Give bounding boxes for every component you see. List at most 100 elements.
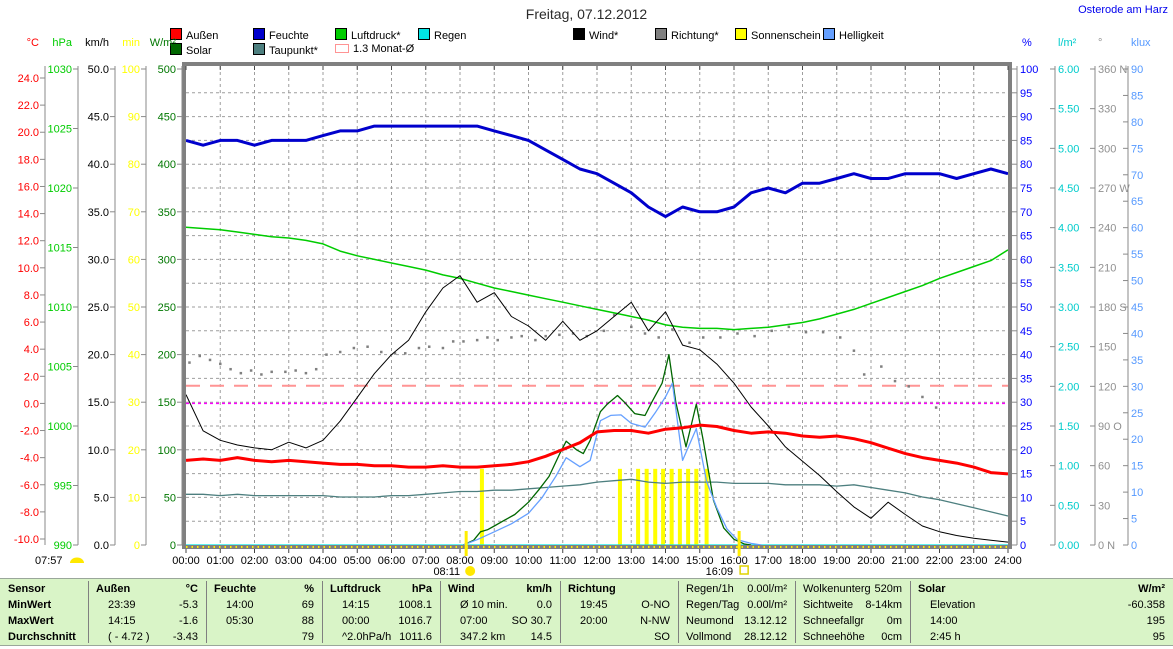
cell-5-3-value: 28.12.12: [744, 631, 787, 643]
svg-text:24:00: 24:00: [994, 555, 1022, 567]
cell-7-1-value: 195: [1146, 615, 1165, 627]
legend-label: Luftdruck*: [351, 30, 401, 42]
unit-wind: km/h: [85, 37, 109, 49]
svg-text:1020: 1020: [48, 183, 72, 195]
svg-text:70: 70: [1020, 207, 1032, 219]
svg-text:65: 65: [1131, 196, 1143, 208]
svg-text:70: 70: [128, 207, 140, 219]
svg-text:20.0: 20.0: [88, 350, 109, 362]
series-helligkeit: [463, 382, 762, 546]
dawn-time: 07:57: [35, 555, 63, 567]
svg-text:350: 350: [158, 207, 176, 219]
legend-swatch-icon: [823, 28, 835, 40]
svg-text:10: 10: [128, 492, 140, 504]
row-label-1: MinWert: [8, 599, 52, 611]
station-name: Osterode am Harz: [1078, 4, 1168, 16]
cell-7-1-time: 14:00: [930, 615, 958, 627]
svg-text:95: 95: [1020, 88, 1032, 100]
col-unit-7: W/m²: [1138, 583, 1165, 595]
unit-solar: W/m²: [150, 37, 177, 49]
svg-text:11:00: 11:00: [549, 555, 576, 567]
svg-text:85: 85: [1131, 90, 1143, 102]
cell-2-2-time: ^2.0hPa/h: [342, 631, 392, 643]
svg-text:180 S: 180 S: [1098, 302, 1127, 314]
svg-text:200: 200: [158, 350, 176, 362]
svg-text:90: 90: [128, 112, 140, 124]
svg-text:70: 70: [1131, 170, 1143, 182]
svg-text:50: 50: [164, 492, 176, 504]
svg-text:80: 80: [1020, 159, 1032, 171]
svg-text:45: 45: [1020, 326, 1032, 338]
svg-text:120: 120: [1098, 381, 1116, 393]
svg-text:0: 0: [134, 540, 140, 552]
svg-text:300: 300: [158, 254, 176, 266]
legend-item-row1-1: Feuchte: [253, 28, 309, 42]
svg-text:6.00: 6.00: [1058, 64, 1079, 76]
cell-5-1-label: Regen/Tag: [686, 599, 740, 611]
svg-text:07:00: 07:00: [412, 555, 440, 567]
svg-text:-8.0: -8.0: [20, 507, 39, 519]
legend-label: Außen: [186, 30, 219, 42]
svg-text:0.50: 0.50: [1058, 500, 1079, 512]
svg-text:-4.0: -4.0: [20, 453, 39, 465]
svg-text:24.0: 24.0: [18, 73, 39, 85]
cell-3-1-time: 07:00: [460, 615, 488, 627]
svg-text:10: 10: [1131, 487, 1143, 499]
svg-text:50: 50: [1020, 302, 1032, 314]
svg-text:5: 5: [1131, 514, 1137, 526]
cell-3-2-time: 347.2 km: [460, 631, 506, 643]
svg-text:1030: 1030: [48, 64, 72, 76]
svg-text:10:00: 10:00: [515, 555, 543, 567]
series-feuchte: [185, 124, 1009, 219]
legend-swatch-icon: [573, 28, 585, 40]
svg-text:75: 75: [1131, 143, 1143, 155]
svg-text:03:00: 03:00: [275, 555, 303, 567]
svg-text:5.0: 5.0: [94, 492, 109, 504]
cell-2-1-value: 1016.7: [398, 615, 432, 627]
svg-text:04:00: 04:00: [309, 555, 337, 567]
svg-text:19:00: 19:00: [823, 555, 851, 567]
cell-5-2-label: Neumond: [686, 615, 734, 627]
sunrise-sun-icon: [465, 566, 476, 576]
axis-pressure: 1030 1025 1020 1015 1010 1005 1000 995 990: [48, 64, 79, 552]
cell-3-0-time: Ø 10 min.: [460, 599, 508, 611]
legend-label: Feuchte: [269, 30, 309, 42]
svg-text:13:00: 13:00: [617, 555, 645, 567]
cell-5-1-value: 0.00l/m²: [747, 599, 787, 611]
legend-item-row1-2: Luftdruck*: [335, 28, 401, 42]
weather-chart: °C hPa km/h min W/m²% l/m² ° klux 24.0 22.0 20.0 18…: [14, 37, 1151, 578]
svg-text:0: 0: [1020, 540, 1026, 552]
cell-3-0-value: 0.0: [536, 599, 552, 611]
cell-4-0-time: 19:45: [580, 599, 608, 611]
svg-text:18:00: 18:00: [789, 555, 817, 567]
svg-text:3.50: 3.50: [1058, 262, 1079, 274]
svg-text:20.0: 20.0: [18, 127, 39, 139]
legend-item-row1-4: Wind*: [573, 28, 618, 42]
sunset-time: 16:09: [706, 566, 734, 578]
legend-label: Taupunkt*: [269, 45, 318, 57]
cell-1-1-time: 05:30: [226, 615, 254, 627]
dawn-sun-icon: [70, 557, 84, 563]
legend-swatch-icon: [335, 28, 347, 40]
col-header-2: Luftdruck: [330, 583, 381, 595]
svg-text:2.0: 2.0: [24, 371, 39, 383]
legend-swatch-icon: [253, 43, 265, 55]
svg-text:500: 500: [158, 64, 176, 76]
svg-text:-2.0: -2.0: [20, 426, 39, 438]
cell-0-0-value: -5.3: [179, 599, 198, 611]
svg-text:35.0: 35.0: [88, 207, 109, 219]
svg-text:40: 40: [1020, 350, 1032, 362]
unit-temp: °C: [27, 37, 39, 49]
cell-6-1-value: 8-14km: [865, 599, 902, 611]
row-label-3: Durchschnitt: [8, 631, 76, 643]
svg-text:300: 300: [1098, 143, 1116, 155]
svg-text:1025: 1025: [48, 124, 72, 136]
col-unit-2: hPa: [411, 583, 432, 595]
svg-text:22.0: 22.0: [18, 100, 39, 112]
row-label-2: MaxWert: [8, 615, 54, 627]
svg-text:210: 210: [1098, 262, 1116, 274]
cell-5-0-label: Regen/1h: [686, 583, 734, 595]
legend-label: Helligkeit: [839, 30, 884, 42]
svg-text:75: 75: [1020, 183, 1032, 195]
